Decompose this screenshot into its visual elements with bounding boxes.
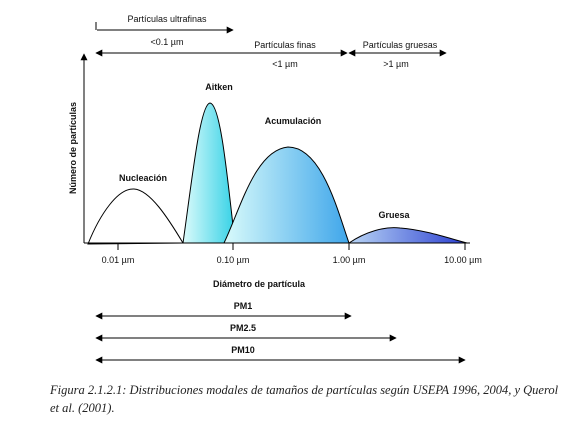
coarse-label: Gruesa xyxy=(378,210,410,220)
x-tick-label: 0.01 µm xyxy=(102,255,135,265)
nucleation-label: Nucleación xyxy=(119,173,167,183)
y-axis-label: Número de partículas xyxy=(68,102,78,194)
coarse-range-label: Partículas gruesas xyxy=(363,40,438,50)
figure-caption: Figura 2.1.2.1: Distribuciones modales d… xyxy=(50,383,559,415)
pm10-label: PM10 xyxy=(231,345,255,355)
fine-range-size: <1 µm xyxy=(272,59,297,69)
accumulation-label: Acumulación xyxy=(265,116,322,126)
x-tick-label: 1.00 µm xyxy=(333,255,366,265)
pm25-label: PM2.5 xyxy=(230,323,256,333)
coarse-mode-curve xyxy=(347,227,468,244)
ultrafine-range-label: Partículas ultrafinas xyxy=(127,14,207,24)
x-axis-label: Diámetro de partícula xyxy=(213,279,306,289)
nucleation-mode-curve xyxy=(87,188,184,245)
coarse-range-size: >1 µm xyxy=(383,59,408,69)
pm1-label: PM1 xyxy=(234,301,253,311)
x-tick-label: 0.10 µm xyxy=(217,255,250,265)
accumulation-mode-curve xyxy=(223,146,350,244)
aitken-mode-curve xyxy=(182,102,236,244)
aitken-label: Aitken xyxy=(205,82,233,92)
fine-range-label: Partículas finas xyxy=(254,40,316,50)
ultrafine-range-size: <0.1 µm xyxy=(151,37,184,47)
x-tick-label: 10.00 µm xyxy=(444,255,482,265)
